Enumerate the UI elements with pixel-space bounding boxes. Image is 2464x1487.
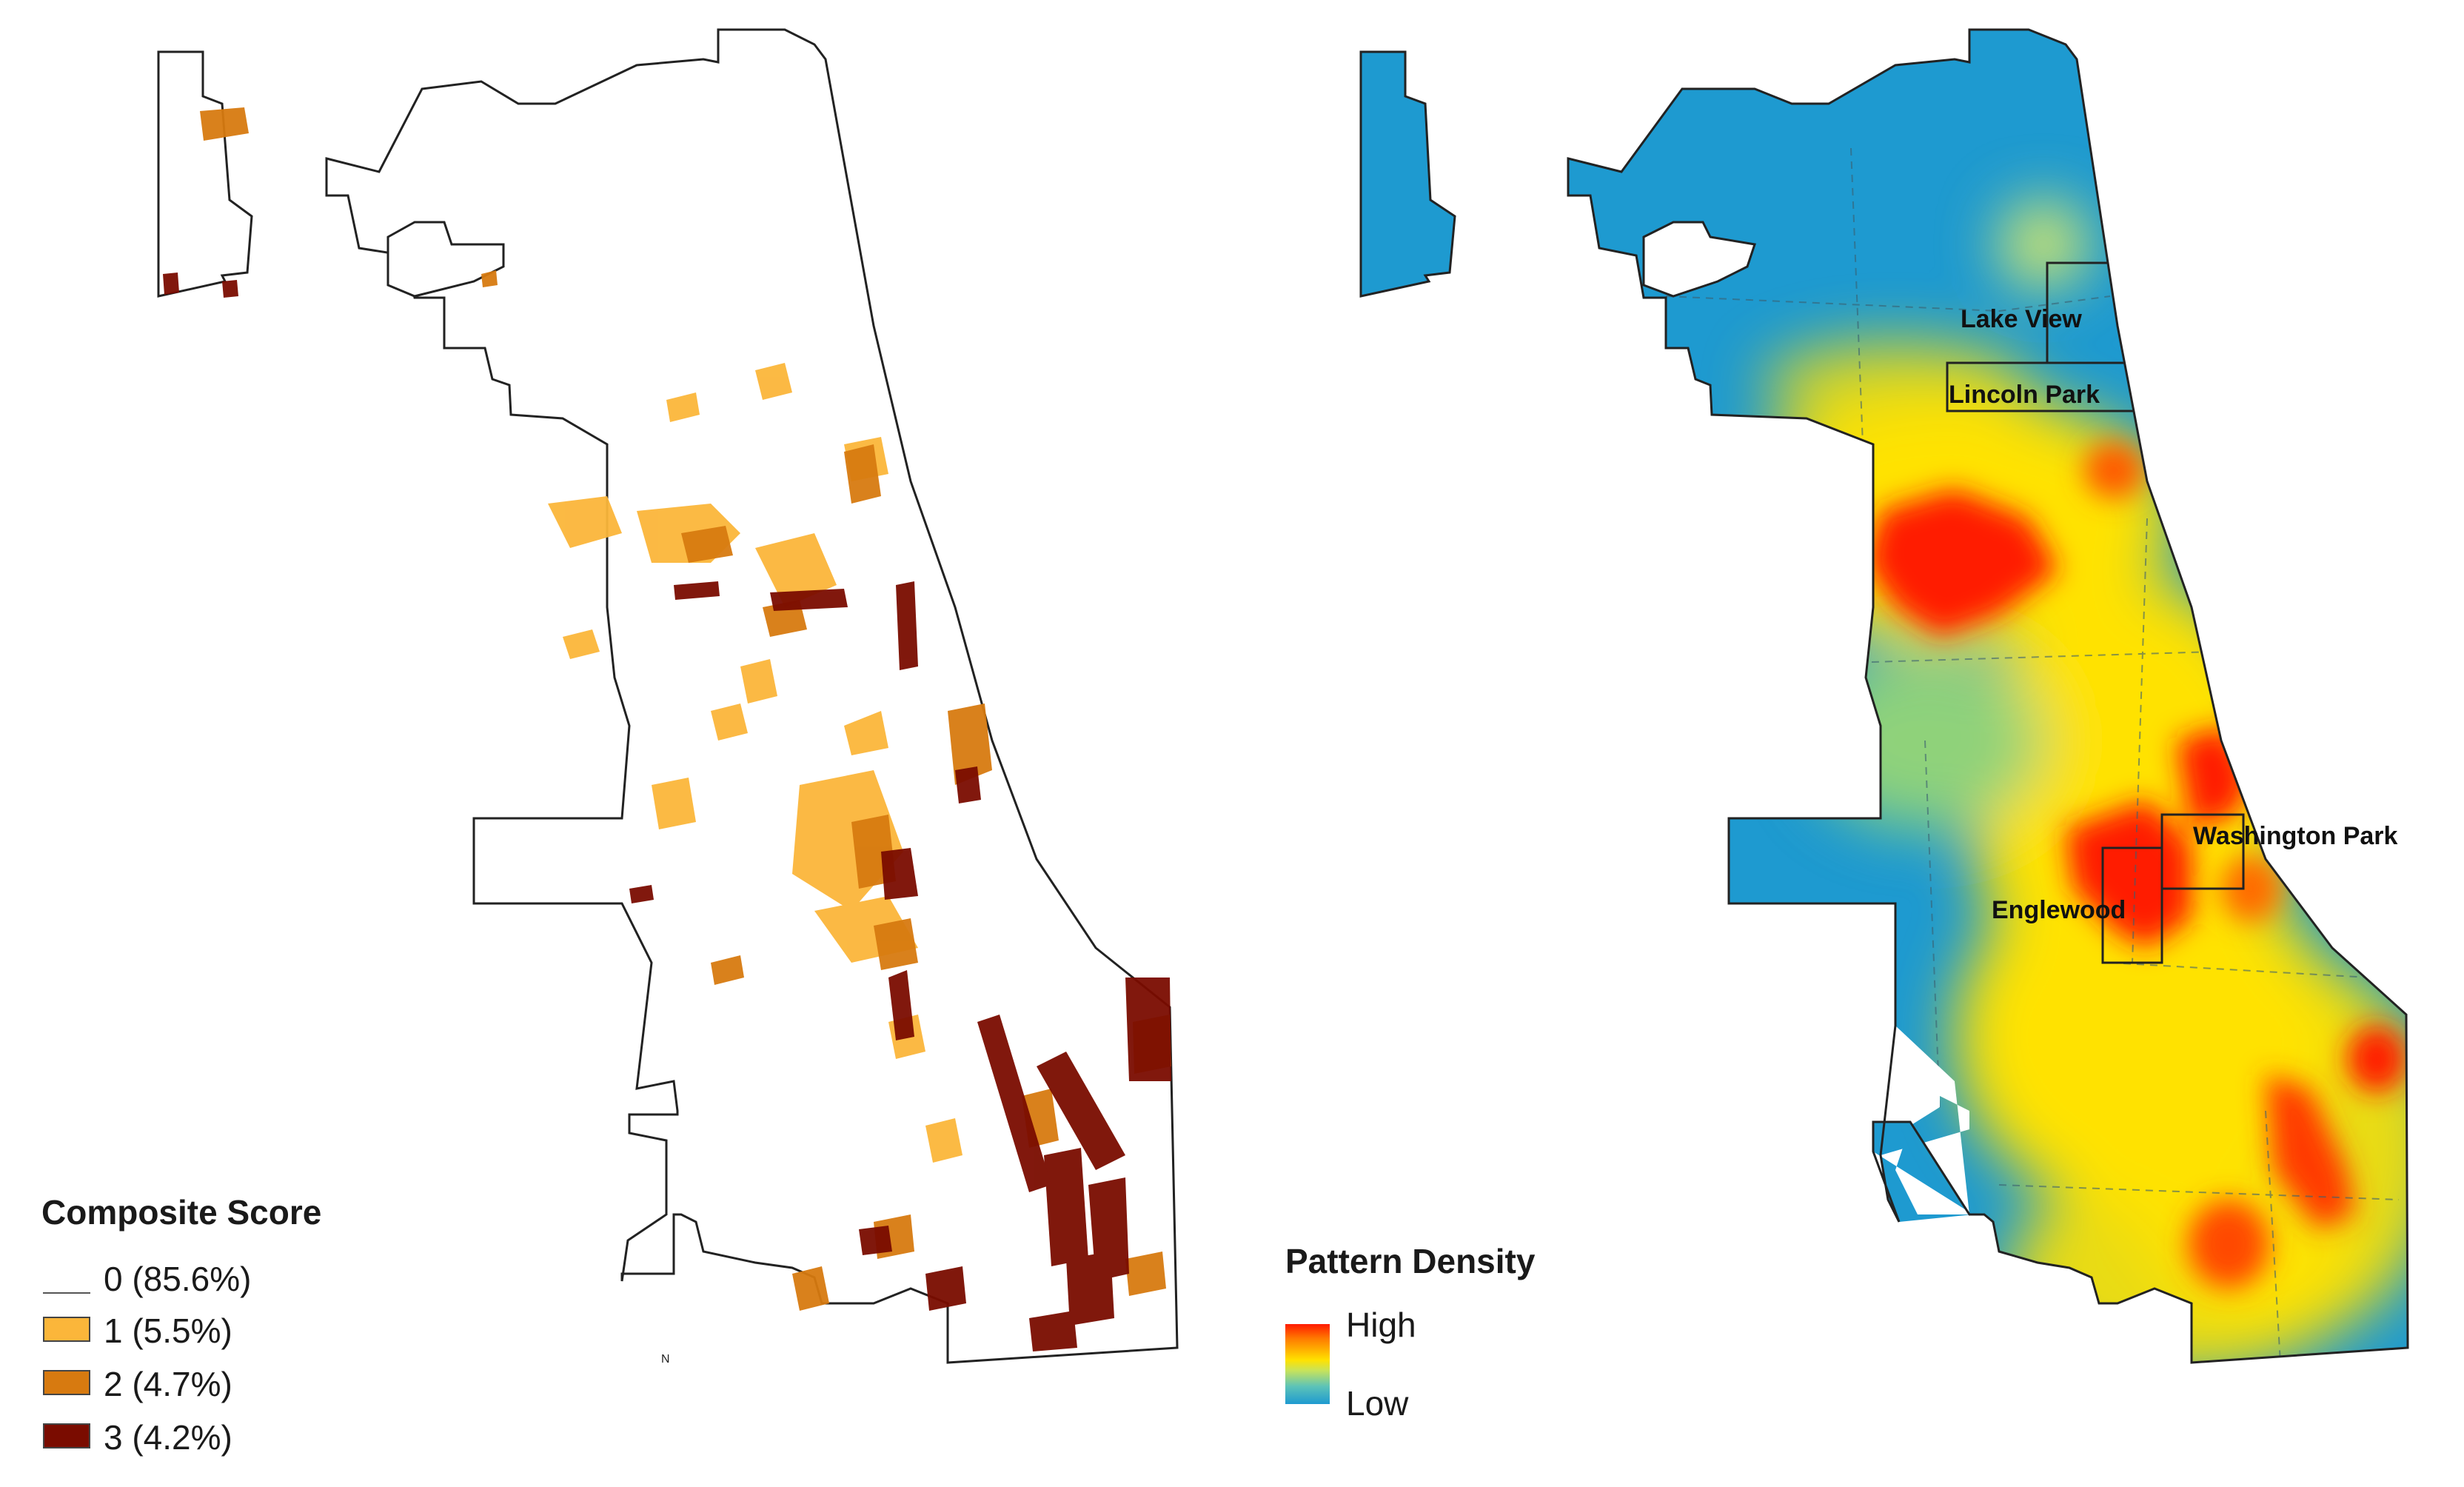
- density-high-label: High: [1346, 1306, 1416, 1344]
- legend-swatch-0: [43, 1292, 90, 1294]
- composite-score-map: N: [157, 28, 1179, 1366]
- legend-label-2: 2 (4.7%): [104, 1365, 232, 1403]
- label-englewood: Englewood: [1992, 896, 2126, 924]
- pattern-density-legend-title: Pattern Density: [1285, 1242, 1536, 1280]
- city-boundary-right: [1359, 28, 2409, 1364]
- density-color-ramp: [1285, 1324, 1330, 1404]
- label-washington-park: Washington Park: [2193, 822, 2398, 850]
- north-arrow-label: N: [661, 1353, 670, 1366]
- legend-swatch-3: [43, 1423, 90, 1448]
- legend-label-3: 3 (4.2%): [104, 1418, 232, 1457]
- legend-swatch-1: [43, 1317, 90, 1342]
- label-lake-view: Lake View: [1961, 305, 2082, 333]
- score-patches: [163, 107, 1171, 1351]
- airport-cutout-left: [386, 221, 505, 298]
- pattern-density-map: [1359, 28, 2409, 1364]
- label-lincoln-park: Lincoln Park: [1949, 381, 2100, 409]
- density-low-label: Low: [1346, 1384, 1409, 1423]
- composite-score-legend-title: Composite Score: [41, 1193, 322, 1232]
- airport-cutout-right: [1642, 221, 1756, 298]
- density-high-layer: [1866, 442, 2406, 1289]
- legend-label-0: 0 (85.6%): [104, 1260, 252, 1298]
- legend-label-1: 1 (5.5%): [104, 1311, 232, 1350]
- legend-swatch-2: [43, 1370, 90, 1395]
